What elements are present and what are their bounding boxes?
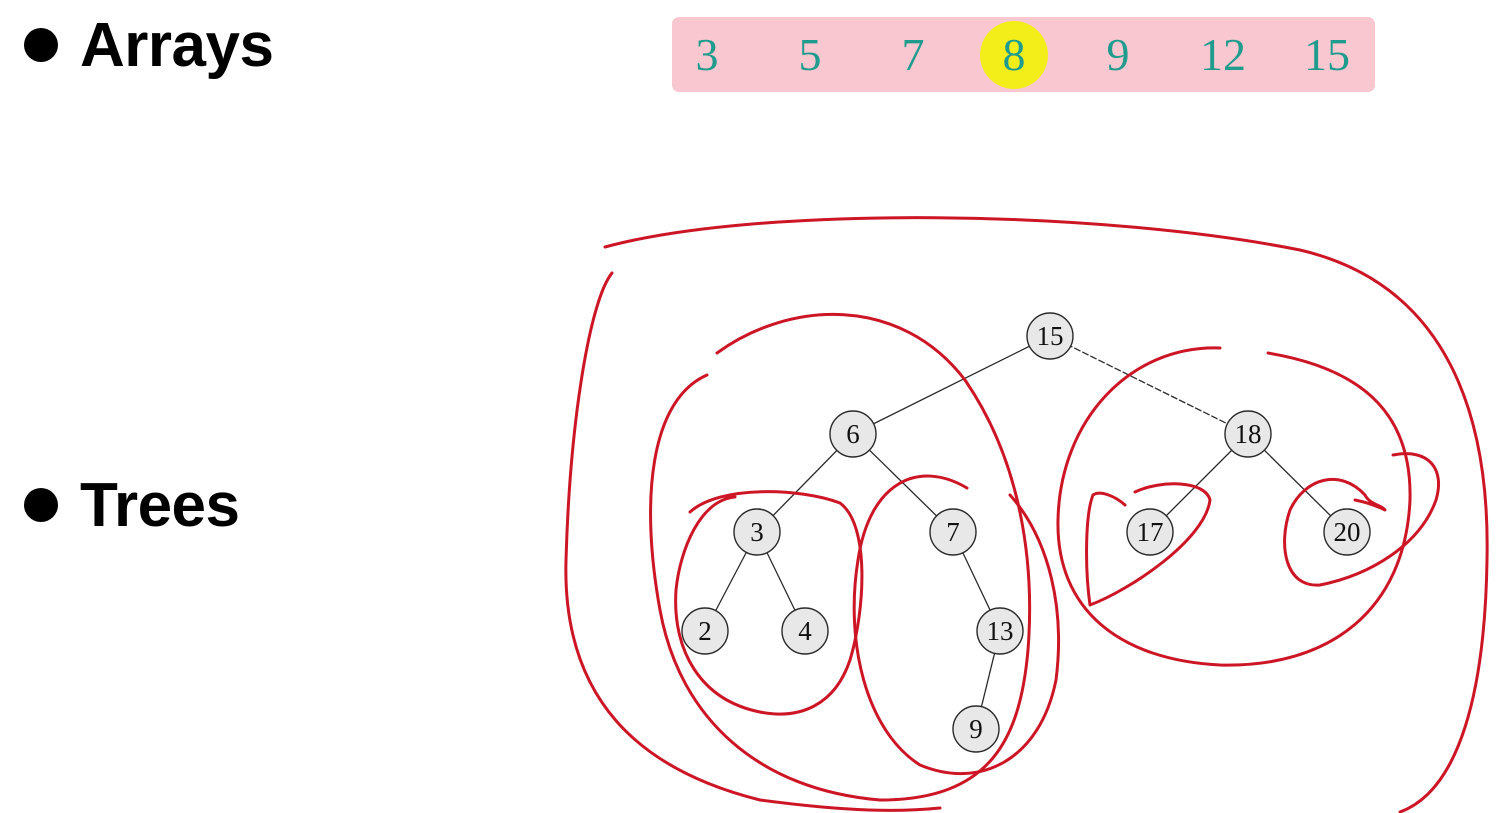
node-label: 15 [1037, 321, 1064, 351]
sorted-array: 3 5 7 8 9 12 15 [672, 17, 1375, 92]
array-cell: 3 [662, 17, 752, 92]
tree-node: 7 [929, 508, 977, 556]
tree-node: 9 [952, 705, 1000, 753]
tree-edge [852, 335, 1051, 435]
array-cell: 7 [868, 17, 958, 92]
array-value: 3 [695, 29, 719, 80]
node-label: 6 [846, 419, 860, 449]
annotation-loop-left-subtree [649, 312, 1032, 802]
array-cell-highlighted: 8 [969, 17, 1059, 92]
array-cell: 12 [1178, 17, 1268, 92]
array-value: 5 [798, 29, 822, 80]
handwritten-annotations [564, 216, 1489, 813]
node-label: 7 [946, 517, 960, 547]
node-label: 4 [798, 616, 812, 646]
array-cell: 9 [1073, 17, 1163, 92]
array-value: 15 [1304, 29, 1350, 80]
array-value: 8 [1002, 29, 1026, 80]
bullet-arrays-label: Arrays [80, 10, 274, 80]
tree-node: 13 [976, 607, 1024, 655]
bullet-dot-icon [24, 488, 58, 522]
tree-node: 15 [1026, 312, 1074, 360]
annotation-loop-right-subtree [1056, 346, 1412, 667]
annotation-loop-node-7-subtree [852, 474, 1061, 775]
array-value: 9 [1106, 29, 1130, 80]
annotation-loop-whole-tree [603, 216, 1489, 813]
node-label: 3 [750, 517, 764, 547]
array-value: 12 [1200, 29, 1246, 80]
tree-node: 3 [733, 508, 781, 556]
bullet-dot-icon [24, 28, 58, 62]
highlight-circle [980, 21, 1048, 89]
array-cell: 5 [765, 17, 855, 92]
tree-edge [1049, 335, 1249, 435]
node-label: 18 [1235, 419, 1262, 449]
annotation-loop-node-20 [1283, 452, 1441, 587]
annotation-loop-node-17 [1085, 482, 1212, 607]
annotation-loop-node-3-subtree [674, 490, 864, 716]
array-cell: 15 [1282, 17, 1372, 92]
node-label: 20 [1334, 517, 1361, 547]
tree-node: 4 [781, 607, 829, 655]
bullet-arrays: Arrays [24, 10, 274, 80]
bullet-trees: Trees [24, 470, 240, 540]
tree-node: 20 [1323, 508, 1371, 556]
node-label: 17 [1137, 517, 1164, 547]
tree-node: 18 [1224, 410, 1272, 458]
tree-node: 17 [1126, 508, 1174, 556]
node-label: 9 [969, 714, 983, 744]
node-label: 13 [987, 616, 1014, 646]
node-label: 2 [698, 616, 712, 646]
annotation-loop-whole-tree-left [564, 271, 942, 812]
bullet-trees-label: Trees [80, 470, 240, 540]
tree-node: 6 [829, 410, 877, 458]
array-value: 7 [901, 29, 925, 80]
tree-node: 2 [681, 607, 729, 655]
